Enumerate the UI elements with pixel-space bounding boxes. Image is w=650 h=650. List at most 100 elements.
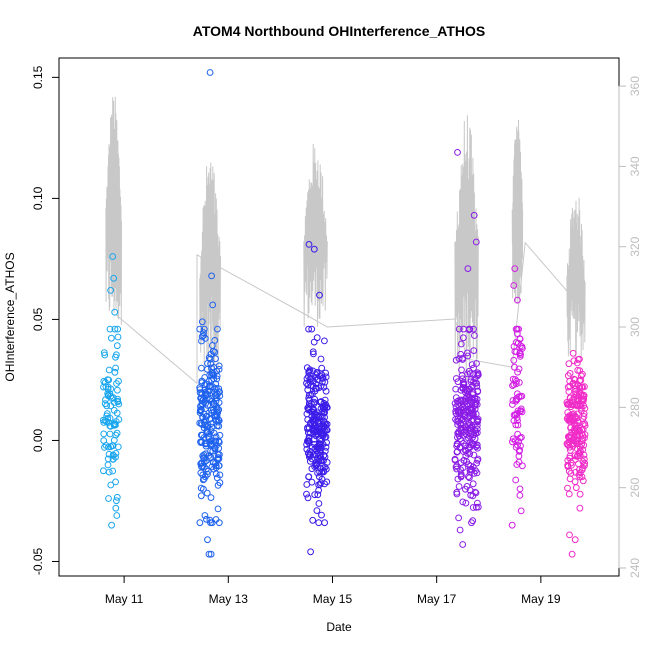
data-point	[207, 360, 215, 368]
data-point	[471, 375, 479, 383]
data-point	[312, 432, 320, 440]
data-point	[565, 401, 573, 408]
data-point	[467, 376, 475, 384]
data-point	[200, 475, 208, 483]
data-point	[317, 355, 325, 363]
data-point	[207, 350, 215, 358]
data-point	[100, 430, 108, 438]
data-point	[112, 504, 120, 512]
data-point	[568, 462, 575, 469]
data-point	[198, 431, 206, 439]
data-point	[581, 462, 588, 470]
data-point	[564, 400, 572, 408]
data-point	[512, 339, 520, 346]
data-point	[509, 397, 517, 404]
data-point	[572, 413, 579, 421]
data-point	[462, 499, 470, 507]
data-point	[304, 386, 312, 394]
data-point	[577, 447, 584, 455]
data-point	[214, 456, 222, 464]
data-point	[213, 442, 220, 449]
data-point	[100, 467, 107, 475]
data-point	[321, 519, 329, 527]
data-point	[202, 450, 210, 458]
data-point	[313, 334, 321, 342]
data-point	[470, 325, 477, 333]
data-point	[512, 397, 520, 405]
data-point	[574, 381, 581, 389]
data-point	[305, 406, 313, 414]
data-point	[311, 445, 319, 452]
data-point	[568, 550, 576, 558]
data-point	[204, 470, 211, 478]
data-point	[304, 494, 312, 502]
x-axis-label: Date	[326, 620, 352, 634]
data-point	[113, 409, 121, 417]
data-point	[315, 412, 322, 420]
data-point	[569, 440, 576, 448]
data-point	[103, 410, 111, 418]
data-point	[210, 375, 218, 383]
data-point	[473, 459, 481, 467]
data-point	[210, 429, 218, 437]
data-point	[100, 419, 108, 426]
data-point	[312, 460, 320, 468]
data-point	[511, 265, 519, 273]
data-point	[313, 451, 320, 459]
data-point	[321, 396, 329, 404]
data-point	[315, 500, 323, 507]
y-tick-label: -0.05	[31, 547, 45, 575]
data-point	[308, 325, 316, 333]
data-point	[108, 442, 116, 450]
data-point	[457, 419, 465, 427]
data-point	[109, 467, 117, 475]
data-point	[567, 459, 575, 467]
data-point	[211, 437, 219, 445]
data-point	[453, 448, 461, 456]
data-point	[469, 480, 477, 488]
data-point	[307, 548, 315, 556]
data-point	[316, 436, 324, 444]
data-point	[462, 442, 470, 450]
y-tick-label: 0.05	[31, 307, 45, 331]
data-point	[452, 356, 460, 364]
data-point	[576, 504, 584, 512]
x-tick-label: May 11	[105, 592, 144, 606]
chart-title: ATOM4 Northbound OHInterference_ATHOS	[193, 23, 485, 39]
data-point	[105, 366, 113, 374]
data-point	[197, 492, 205, 500]
data-point	[309, 516, 317, 524]
data-point	[212, 397, 220, 405]
data-point	[516, 485, 524, 493]
data-point	[196, 386, 204, 393]
data-point	[514, 421, 522, 429]
altitude-line-layer	[105, 96, 586, 385]
data-point	[471, 332, 478, 339]
data-point	[566, 452, 574, 460]
data-point	[317, 465, 325, 472]
data-point	[203, 515, 210, 523]
altitude-segment-4	[454, 115, 479, 385]
data-point	[455, 483, 463, 490]
data-point	[572, 438, 580, 446]
data-point	[515, 438, 523, 445]
data-point	[575, 397, 583, 405]
data-point	[215, 385, 223, 393]
data-point	[196, 389, 204, 397]
data-point	[468, 361, 476, 369]
data-point	[513, 325, 521, 333]
data-point	[508, 521, 516, 529]
data-point	[304, 437, 312, 445]
data-point	[513, 414, 521, 422]
data-point	[465, 473, 472, 481]
data-point	[199, 401, 207, 409]
data-point	[315, 473, 323, 481]
data-point	[213, 404, 221, 412]
data-point	[455, 514, 463, 522]
data-point	[211, 445, 219, 453]
data-point	[314, 491, 322, 499]
data-point	[318, 413, 326, 421]
data-point	[473, 425, 481, 433]
data-point	[216, 392, 224, 400]
data-point	[510, 356, 518, 364]
